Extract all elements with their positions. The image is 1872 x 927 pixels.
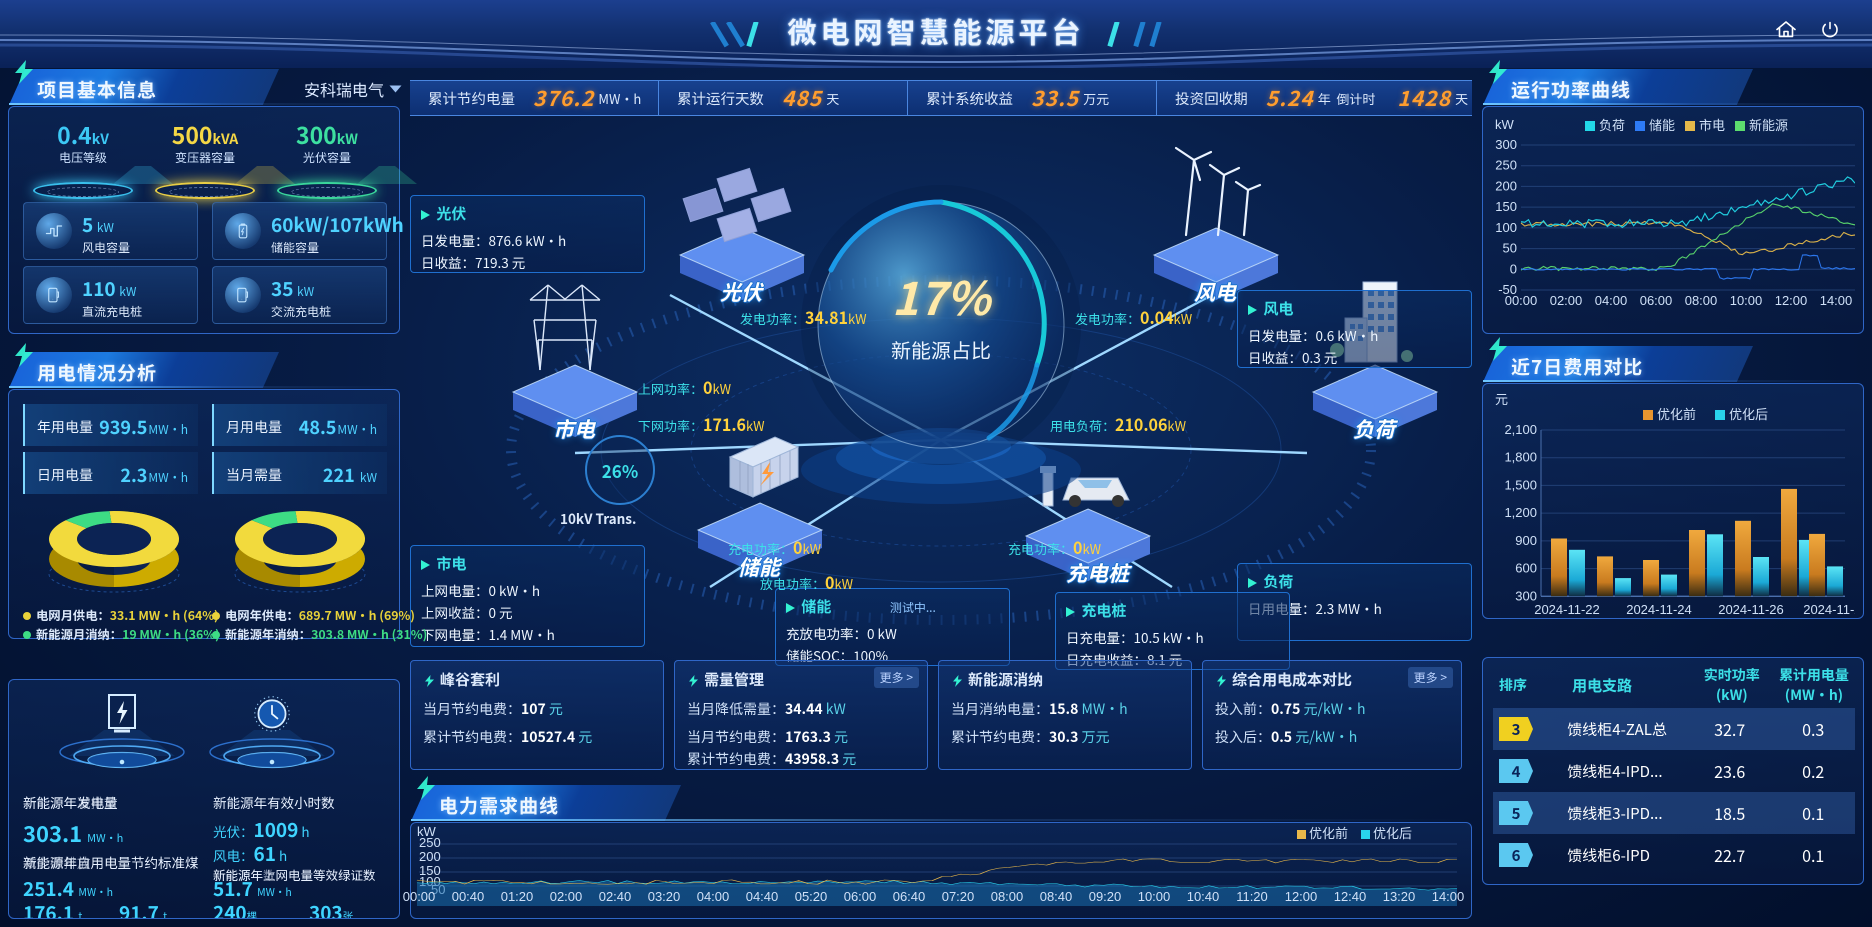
svg-text:17%: 17% [892,263,993,329]
svg-text:优化后: 优化后 [1729,407,1768,422]
svg-text:12:00: 12:00 [1285,889,1318,904]
svg-text:04:00: 04:00 [697,889,730,904]
svg-text:01:20: 01:20 [501,889,534,904]
svg-text:06:00: 06:00 [1640,293,1673,308]
svg-text:04:00: 04:00 [1595,293,1628,308]
svg-text:优化前: 优化前 [1309,826,1348,841]
svg-text:0: 0 [1510,261,1517,276]
svg-text:600: 600 [1515,561,1537,576]
svg-text:04:40: 04:40 [746,889,779,904]
svg-text:10:00: 10:00 [1730,293,1763,308]
svg-text:08:00: 08:00 [991,889,1024,904]
svg-text:100: 100 [1495,220,1517,235]
svg-text:200: 200 [419,849,441,864]
svg-text:06:00: 06:00 [844,889,877,904]
svg-text:06:40: 06:40 [893,889,926,904]
svg-text:2024-11-24: 2024-11-24 [1626,602,1692,617]
svg-text:1,200: 1,200 [1504,505,1537,520]
svg-text:新能源占比: 新能源占比 [891,335,991,364]
svg-text:150: 150 [1495,199,1517,214]
svg-text:09:20: 09:20 [1089,889,1122,904]
svg-text:1,800: 1,800 [1504,450,1537,465]
svg-text:12:40: 12:40 [1334,889,1367,904]
svg-text:元: 元 [1495,392,1508,407]
svg-text:08:00: 08:00 [1685,293,1718,308]
svg-text:900: 900 [1515,533,1537,548]
svg-text:kW: kW [1495,117,1515,132]
svg-text:2,100: 2,100 [1504,422,1537,437]
svg-text:200: 200 [1495,178,1517,193]
svg-text:市电: 市电 [1699,118,1725,133]
svg-text:2024-11-26: 2024-11-26 [1718,602,1784,617]
svg-text:新能源: 新能源 [1749,118,1788,133]
svg-text:13:20: 13:20 [1383,889,1416,904]
svg-text:50: 50 [1503,241,1517,256]
svg-text:08:40: 08:40 [1040,889,1073,904]
svg-text:00:40: 00:40 [452,889,485,904]
svg-text:优化后: 优化后 [1373,826,1412,841]
svg-text:250: 250 [1495,158,1517,173]
svg-text:11:20: 11:20 [1236,889,1268,904]
svg-text:02:40: 02:40 [599,889,632,904]
svg-text:负荷: 负荷 [1599,118,1625,133]
svg-text:02:00: 02:00 [550,889,583,904]
svg-text:05:20: 05:20 [795,889,828,904]
svg-text:2024-11-22: 2024-11-22 [1534,602,1600,617]
svg-text:14:00: 14:00 [1432,889,1465,904]
svg-text:优化前: 优化前 [1657,407,1696,422]
svg-text:1,500: 1,500 [1504,477,1537,492]
svg-text:12:00: 12:00 [1775,293,1808,308]
svg-text:10:00: 10:00 [1138,889,1171,904]
svg-text:10:40: 10:40 [1187,889,1220,904]
svg-text:储能: 储能 [1649,118,1675,133]
svg-text:250: 250 [419,835,441,850]
svg-text:00:00: 00:00 [1505,293,1538,308]
svg-text:02:00: 02:00 [1550,293,1583,308]
svg-text:03:20: 03:20 [648,889,681,904]
svg-text:300: 300 [1495,137,1517,152]
svg-text:14:00: 14:00 [1820,293,1853,308]
svg-text:00:00: 00:00 [403,889,436,904]
svg-text:2024-11-28: 2024-11-28 [1803,602,1855,617]
svg-text:07:20: 07:20 [942,889,975,904]
